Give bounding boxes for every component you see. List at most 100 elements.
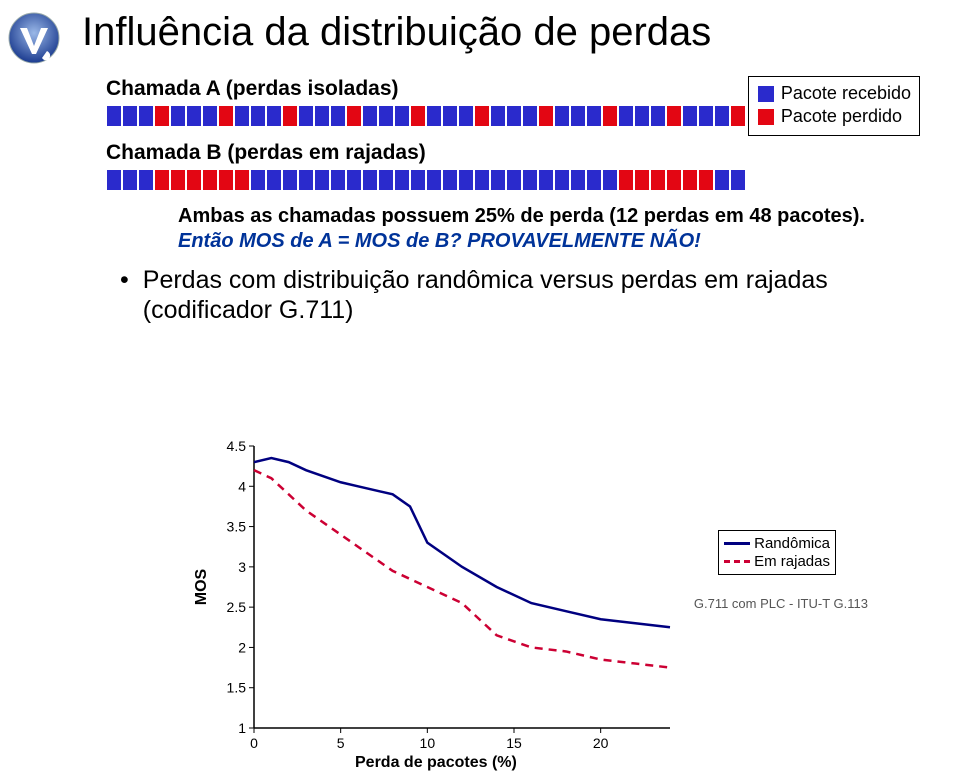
packet	[602, 105, 618, 127]
svg-text:1: 1	[238, 720, 246, 736]
svg-text:5: 5	[337, 735, 345, 751]
packet	[170, 169, 186, 191]
packet	[218, 169, 234, 191]
chart-y-label: MOS	[193, 569, 211, 605]
legend-lost-label: Pacote perdido	[781, 106, 902, 127]
packet	[138, 169, 154, 191]
packet	[618, 169, 634, 191]
svg-text:15: 15	[506, 735, 522, 751]
legend-lost: Pacote perdido	[757, 106, 911, 127]
legend-received: Pacote recebido	[757, 83, 911, 104]
packet	[698, 169, 714, 191]
packet	[378, 105, 394, 127]
call-b-strip	[106, 169, 746, 191]
packet	[234, 169, 250, 191]
packet	[154, 169, 170, 191]
packet	[314, 169, 330, 191]
packet	[474, 169, 490, 191]
chart-legend-rand-label: Randômica	[754, 535, 830, 552]
packet	[554, 169, 570, 191]
packet	[538, 105, 554, 127]
packet	[282, 169, 298, 191]
slide-title: Influência da distribuição de perdas	[82, 10, 890, 55]
call-a-strip	[106, 105, 746, 127]
packet	[554, 105, 570, 127]
packet	[298, 169, 314, 191]
svg-text:1.5: 1.5	[227, 680, 247, 696]
packet	[714, 169, 730, 191]
svg-text:0: 0	[250, 735, 258, 751]
packet	[490, 169, 506, 191]
packet	[394, 105, 410, 127]
packet	[458, 105, 474, 127]
packet	[234, 105, 250, 127]
packet	[138, 105, 154, 127]
packet	[730, 105, 746, 127]
packet	[202, 105, 218, 127]
svg-text:20: 20	[593, 735, 609, 751]
packet	[330, 105, 346, 127]
packet	[730, 169, 746, 191]
packet	[666, 169, 682, 191]
logo	[6, 10, 62, 66]
packet	[186, 169, 202, 191]
packet	[506, 105, 522, 127]
packet	[618, 105, 634, 127]
packet	[522, 105, 538, 127]
packet	[346, 105, 362, 127]
packet	[266, 105, 282, 127]
packet	[666, 105, 682, 127]
chart-legend-burst-label: Em rajadas	[754, 553, 830, 570]
bullet: • Perdas com distribuição randômica vers…	[120, 265, 890, 325]
svg-text:3: 3	[238, 559, 246, 575]
slide: Influência da distribuição de perdas Pac…	[0, 0, 960, 781]
packet	[410, 105, 426, 127]
packet	[378, 169, 394, 191]
packet	[202, 169, 218, 191]
packet	[442, 169, 458, 191]
packet	[282, 105, 298, 127]
packet	[122, 169, 138, 191]
packet	[570, 105, 586, 127]
svg-text:4.5: 4.5	[227, 438, 247, 454]
packet-legend: Pacote recebido Pacote perdido	[748, 76, 920, 136]
packet	[490, 105, 506, 127]
packet	[634, 105, 650, 127]
svg-text:4: 4	[238, 478, 246, 494]
packet	[714, 105, 730, 127]
packet	[250, 105, 266, 127]
svg-text:10: 10	[420, 735, 436, 751]
chart-legend-rand-line	[724, 542, 750, 545]
packet	[586, 169, 602, 191]
packet	[266, 169, 282, 191]
packet	[698, 105, 714, 127]
packet	[314, 105, 330, 127]
packet	[634, 169, 650, 191]
packet	[330, 169, 346, 191]
packet	[170, 105, 186, 127]
legend-received-swatch	[757, 85, 775, 103]
packet	[506, 169, 522, 191]
bullet-text: Perdas com distribuição randômica versus…	[143, 265, 890, 325]
packet	[442, 105, 458, 127]
packet	[458, 169, 474, 191]
packet	[602, 169, 618, 191]
packet	[154, 105, 170, 127]
packet	[298, 105, 314, 127]
mos-chart: 11.522.533.544.505101520 MOS Perda de pa…	[210, 438, 830, 768]
packet	[362, 105, 378, 127]
legend-lost-swatch	[757, 108, 775, 126]
bullet-dot: •	[120, 265, 129, 295]
packet	[682, 105, 698, 127]
packet	[106, 105, 122, 127]
packet	[650, 169, 666, 191]
packet	[426, 169, 442, 191]
packet	[122, 105, 138, 127]
packet	[362, 169, 378, 191]
packet	[186, 105, 202, 127]
packet	[682, 169, 698, 191]
svg-text:3.5: 3.5	[227, 519, 247, 535]
packet	[522, 169, 538, 191]
chart-legend: Randômica Em rajadas	[718, 530, 836, 575]
svg-text:2.5: 2.5	[227, 599, 247, 615]
